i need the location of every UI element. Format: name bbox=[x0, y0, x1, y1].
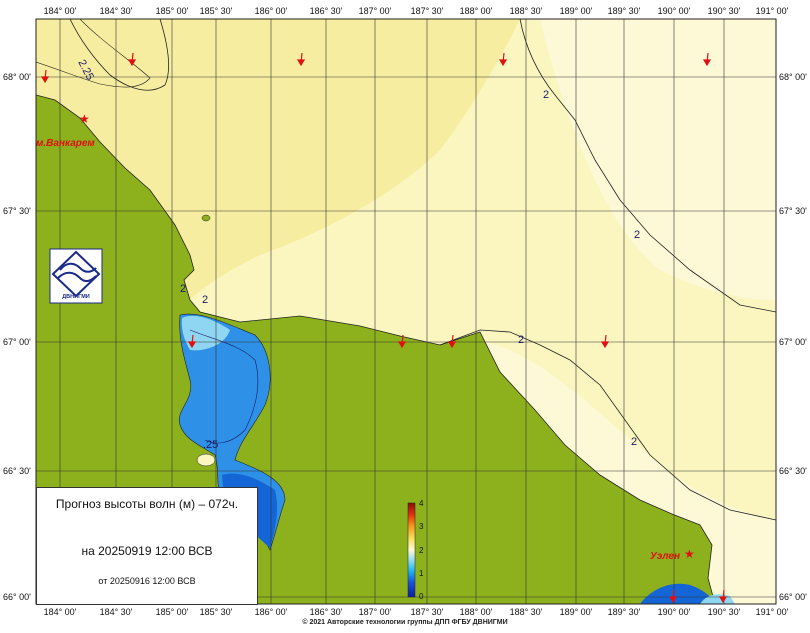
lon-tick-label: 184° 30' bbox=[100, 6, 133, 16]
lon-tick-label: 184° 00' bbox=[44, 607, 77, 617]
sea-zone-pale-top bbox=[540, 19, 776, 300]
lake bbox=[196, 453, 216, 467]
place-label-uelen: Уэлен bbox=[650, 551, 680, 562]
lon-tick-label: 190° 30' bbox=[708, 607, 741, 617]
land-upper-left bbox=[36, 19, 151, 88]
vankarem-star-icon: ★ bbox=[79, 112, 90, 126]
left-latitude-labels: 68° 00' 67° 30' 67° 00' 66° 30' 66° 00' bbox=[3, 72, 31, 602]
contour-label: 2 bbox=[631, 436, 637, 448]
lon-tick-label: 189° 30' bbox=[608, 607, 641, 617]
lon-tick-label: 186° 00' bbox=[255, 6, 288, 16]
lon-tick-label: 189° 30' bbox=[608, 6, 641, 16]
contour-line-2-upper bbox=[519, 19, 776, 313]
dvnigmi-logo: ДВНИГМИ bbox=[49, 248, 103, 304]
arrow-icon bbox=[498, 52, 508, 67]
lon-tick-label: 190° 00' bbox=[658, 6, 691, 16]
panel-valid-time: на 20250919 12:00 ВСВ bbox=[81, 544, 213, 558]
wave-direction-arrows bbox=[40, 52, 728, 604]
lon-tick-label: 184° 30' bbox=[100, 607, 133, 617]
lon-tick-label: 190° 00' bbox=[658, 607, 691, 617]
copyright-footer: © 2021 Авторские технологии группы ДПП Ф… bbox=[302, 619, 508, 626]
logo-text: ДВНИГМИ bbox=[62, 294, 90, 300]
arrow-icon bbox=[668, 589, 678, 604]
lon-tick-label: 188° 30' bbox=[510, 607, 543, 617]
lon-tick-label: 188° 30' bbox=[510, 6, 543, 16]
lat-tick-label: 66° 30' bbox=[779, 466, 807, 476]
lat-tick-label: 67° 00' bbox=[779, 337, 807, 347]
panel-title: Прогноз высоты волн (м) – 072ч. bbox=[55, 497, 239, 511]
arrow-icon bbox=[296, 52, 306, 67]
place-label-vankarem: м.Ванкарем bbox=[36, 138, 95, 149]
lon-tick-label: 189° 00' bbox=[560, 6, 593, 16]
contour-label: 2 bbox=[634, 229, 640, 241]
arrow-icon bbox=[702, 52, 712, 67]
colorbar-tick-label: 2 bbox=[419, 546, 424, 555]
logo-wave-icon bbox=[57, 262, 97, 283]
lat-tick-label: 66° 30' bbox=[3, 466, 31, 476]
land-chukotka bbox=[36, 94, 716, 604]
lon-tick-label: 187° 00' bbox=[359, 607, 392, 617]
lat-tick-label: 67° 00' bbox=[3, 337, 31, 347]
contour-line-225 bbox=[69, 19, 169, 91]
arrow-icon bbox=[40, 69, 50, 84]
colorbar-gradient bbox=[407, 502, 416, 598]
contour-label: 2 bbox=[180, 283, 186, 295]
lon-tick-label: 185° 30' bbox=[200, 6, 233, 16]
lon-tick-label: 188° 00' bbox=[460, 6, 493, 16]
lat-tick-label: 67° 30' bbox=[779, 206, 807, 216]
lon-tick-label: 187° 00' bbox=[359, 6, 392, 16]
contour-line-2-lower bbox=[439, 329, 776, 521]
contour-line-bay bbox=[189, 329, 259, 444]
lat-tick-label: 68° 00' bbox=[3, 72, 31, 82]
arrow-icon bbox=[600, 334, 610, 349]
arrow-icon bbox=[718, 589, 728, 604]
lat-tick-label: 68° 00' bbox=[779, 72, 807, 82]
colorbar-tick-label: 3 bbox=[419, 522, 424, 531]
lon-tick-label: 188° 00' bbox=[460, 607, 493, 617]
lat-tick-label: 67° 30' bbox=[3, 206, 31, 216]
contour-label: 2 bbox=[518, 334, 524, 346]
colorbar-tick-label: 1 bbox=[419, 569, 424, 578]
lon-tick-label: 186° 30' bbox=[310, 607, 343, 617]
lon-tick-label: 185° 30' bbox=[200, 607, 233, 617]
colorbar: 4 3 2 1 0 bbox=[407, 499, 424, 601]
lon-tick-label: 185° 00' bbox=[156, 607, 189, 617]
arrow-icon bbox=[447, 334, 457, 349]
uelen-star-icon: ★ bbox=[684, 547, 695, 561]
contour-label: 2 bbox=[543, 89, 549, 101]
lon-tick-label: 185° 00' bbox=[156, 6, 189, 16]
uelen-blue-zone bbox=[640, 583, 715, 604]
info-panel: Прогноз высоты волн (м) – 072ч. на 20250… bbox=[36, 487, 258, 605]
panel-base-time: от 20250916 12:00 ВСВ bbox=[98, 576, 196, 586]
lon-tick-label: 187° 30' bbox=[411, 607, 444, 617]
lon-tick-label: 184° 00' bbox=[44, 6, 77, 16]
lon-tick-label: 191° 00' bbox=[756, 6, 789, 16]
right-latitude-labels: 68° 00' 67° 30' 67° 00' 66° 30' 66° 00' bbox=[779, 72, 807, 602]
lon-tick-label: 190° 30' bbox=[708, 6, 741, 16]
logo-diamond-icon bbox=[51, 250, 101, 298]
lat-tick-label: 66° 00' bbox=[779, 592, 807, 602]
lon-tick-label: 187° 30' bbox=[411, 6, 444, 16]
lat-tick-label: 66° 00' bbox=[3, 592, 31, 602]
arrow-icon bbox=[127, 52, 137, 67]
arrow-icon bbox=[397, 334, 407, 349]
colorbar-tick-label: 4 bbox=[419, 499, 424, 508]
contour-label: .25 bbox=[203, 439, 218, 451]
bottom-longitude-labels: 184° 00' 184° 30' 185° 00' 185° 30' 186°… bbox=[44, 607, 789, 617]
top-longitude-labels: 184° 00' 184° 30' 185° 00' 185° 30' 186°… bbox=[44, 6, 789, 16]
arrow-icon bbox=[187, 334, 197, 349]
islet bbox=[201, 214, 211, 222]
contour-label: 2 bbox=[202, 294, 208, 306]
lon-tick-label: 186° 00' bbox=[255, 607, 288, 617]
lon-tick-label: 189° 00' bbox=[560, 607, 593, 617]
colorbar-tick-label: 0 bbox=[419, 592, 424, 601]
lon-tick-label: 186° 30' bbox=[310, 6, 343, 16]
lon-tick-label: 191° 00' bbox=[756, 607, 789, 617]
map-border bbox=[35, 18, 777, 605]
